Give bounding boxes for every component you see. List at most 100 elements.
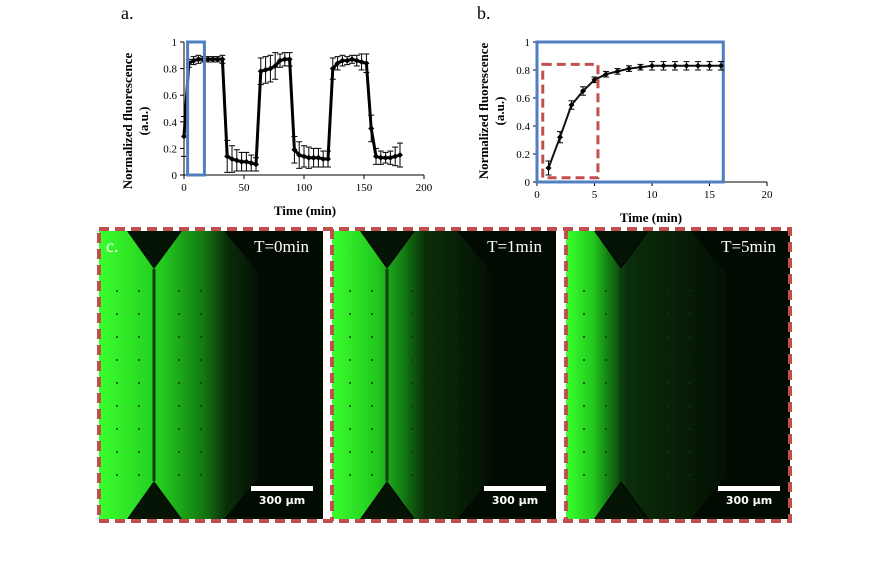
micrograph-drawing-t1 [332,231,492,519]
x-tick-label: 20 [762,189,774,201]
pillar-dot [583,313,585,315]
pillar-dot [455,382,457,384]
y-tick-label: 0.8 [163,64,177,76]
pillar-dot [645,359,647,361]
y-tick-label: 0.8 [516,65,530,77]
pillar-dot [222,451,224,453]
y-tick-label: 1 [525,37,531,49]
micrograph-drawing-t5 [566,231,726,519]
pillar-dot [689,474,691,476]
pillar-dot [605,313,607,315]
pillar-dot [222,474,224,476]
pillar-dot [411,359,413,361]
pillar-dot [138,336,140,338]
chart-b: 0 0.2 0.4 0.6 0.8 1 0 5 10 15 20 Time (min) Norma… [476,37,774,225]
pillar-dot [433,382,435,384]
data-point [695,62,701,69]
pillar-dot [605,405,607,407]
pillar-dot [178,474,180,476]
pillar-dot [349,290,351,292]
pillar-dot [667,405,669,407]
data-point [637,64,644,71]
data-point [315,154,322,161]
pillar-dot [222,359,224,361]
pillar-dot [116,336,118,338]
pillar-dot [371,428,373,430]
pillar-dot [411,290,413,292]
y-tick-label: 0.6 [163,90,177,102]
pillar-dot [689,405,691,407]
data-point [373,153,379,160]
data-point [557,134,563,141]
pillar-dot [433,451,435,453]
x-tick-label: 0 [534,189,540,201]
pillar-dot [222,405,224,407]
pillar-dot [605,428,607,430]
pillar-dot [583,451,585,453]
pillar-dot [116,451,118,453]
pillar-dot [455,313,457,315]
pillar-dot [138,313,140,315]
pillar-dot [667,359,669,361]
y-tick-label: 1 [172,37,178,49]
data-point [233,157,240,164]
data-point [603,71,609,78]
data-point [660,62,667,69]
pillar-dot [667,451,669,453]
panel-label-a: a. [121,3,134,23]
x-axis-title-b: Time (min) [620,210,682,225]
y-tick-label: 0 [525,177,531,189]
scale-bar-line [484,486,546,491]
pillar-dot [645,451,647,453]
pillar-dot [349,336,351,338]
pillar-dot [138,359,140,361]
panel-label-c: c. [106,236,119,256]
x-tick-label: 50 [239,182,251,194]
y-tick-label: 0.2 [516,149,530,161]
pillar-dot [178,382,180,384]
data-point [214,56,221,63]
data-point [277,57,283,64]
data-point [253,161,259,168]
pillar-dot [200,382,202,384]
pillar-dot [667,290,669,292]
pillar-dot [349,405,351,407]
pillar-dot [371,474,373,476]
data-point [363,60,370,67]
data-point [580,88,586,94]
data-point [181,133,187,140]
data-point [229,156,235,163]
data-point [243,158,250,165]
time-label-t1: T=1min [487,237,542,256]
pillar-dot [667,474,669,476]
pillar-dot [667,313,669,315]
pillar-dot [138,290,140,292]
pillar-dot [689,382,691,384]
chart-a: 0 0.2 0.4 0.6 0.8 1 0 50 100 150 200 Time (min) N… [120,37,433,218]
data-point [195,56,202,63]
pillar-dot [349,474,351,476]
data-point [257,68,264,75]
data-point [718,62,724,69]
highlight-box-a [186,40,206,177]
pillar-dot [689,359,691,361]
x-tick-label: 100 [296,182,313,194]
x-tick-label: 15 [704,189,716,201]
pillar-dot [411,382,413,384]
pillar-dot [455,451,457,453]
data-point [339,57,346,64]
pillar-dot [222,290,224,292]
y-axis-title-b-line2: (a.u.) [492,97,507,126]
data-point [382,154,389,161]
data-point [626,65,632,72]
data-point [305,154,312,161]
scale-bar-t5: 300 µm [718,486,780,507]
data-point [209,56,216,63]
pillar-dot [371,451,373,453]
data-point [267,65,274,72]
data-point [387,154,394,161]
pillar-dot [138,405,140,407]
data-point [649,62,655,69]
pillar-dot [645,405,647,407]
data-point [310,154,317,161]
